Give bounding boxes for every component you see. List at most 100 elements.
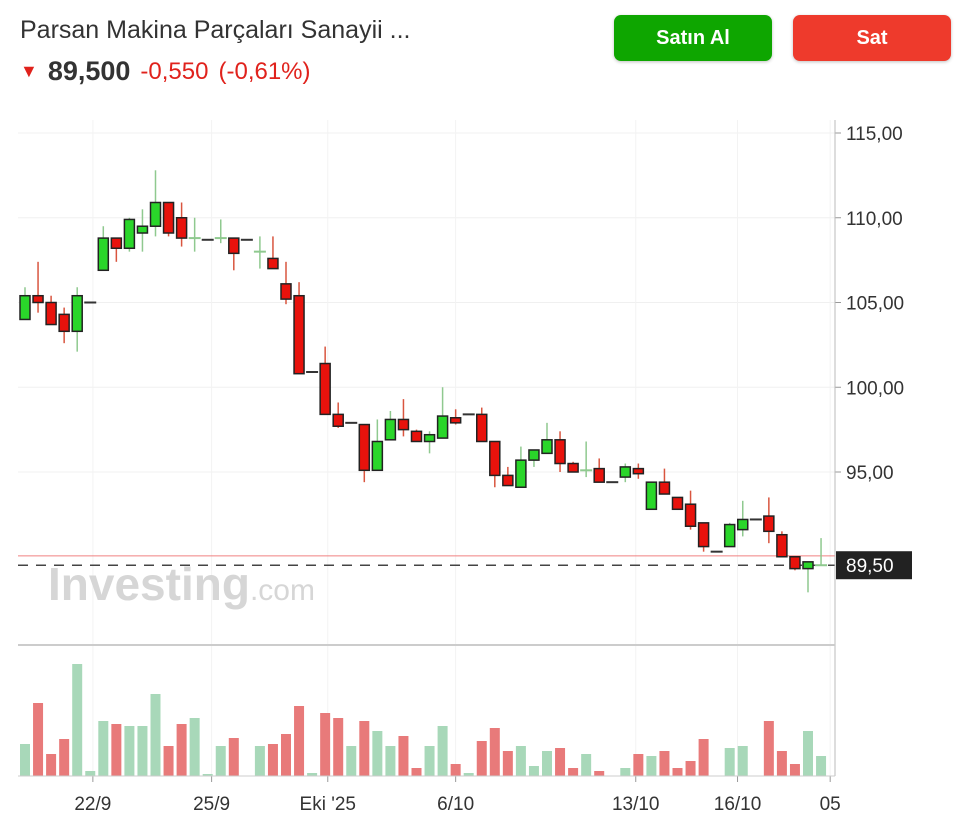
- volume-bar: [163, 746, 174, 776]
- volume-bar: [776, 751, 787, 776]
- volume-bar: [215, 746, 226, 776]
- volume-bar: [685, 761, 696, 776]
- y-tick-label: 100,00: [846, 378, 904, 399]
- volume-bar: [620, 768, 631, 776]
- volume-bar: [476, 741, 487, 776]
- candle-up: [371, 440, 384, 472]
- candle-down: [502, 474, 514, 487]
- volume-bar: [307, 773, 318, 776]
- volume-bar: [411, 768, 422, 776]
- last-price-badge: [836, 551, 912, 580]
- volume-bar: [724, 748, 735, 776]
- candle-down: [267, 257, 279, 270]
- volume-bar: [568, 768, 579, 776]
- volume-bar: [463, 773, 474, 776]
- volume-bar: [816, 756, 827, 776]
- volume-bar: [763, 721, 774, 776]
- quote-row: ▼ 89,500 -0,550 (-0,61%): [20, 56, 311, 87]
- volume-bar: [228, 738, 239, 776]
- volume-bar: [281, 734, 291, 776]
- volume-bar: [672, 768, 683, 776]
- volume-bar: [294, 706, 305, 776]
- volume-bar: [333, 718, 344, 776]
- candle-down: [32, 294, 44, 304]
- volume-bar: [346, 746, 357, 776]
- volume-bar: [124, 726, 135, 776]
- candle-up: [802, 561, 814, 570]
- candle-down: [776, 533, 788, 558]
- price-change-percent: (-0,61%): [218, 57, 311, 85]
- candle-up: [97, 237, 110, 272]
- volume-bar: [450, 764, 461, 776]
- x-tick-label: 05: [820, 794, 841, 815]
- candle-down: [593, 467, 605, 483]
- candle-down: [332, 413, 344, 427]
- buy-button[interactable]: Satın Al: [614, 15, 772, 61]
- volume-bar: [150, 694, 161, 776]
- candle-up: [149, 201, 162, 227]
- volume-bar: [267, 744, 278, 776]
- candle-down: [162, 201, 175, 234]
- candle-up: [423, 433, 436, 443]
- candle-down: [397, 418, 410, 431]
- candle-down: [697, 522, 710, 548]
- volume-bar: [437, 726, 448, 776]
- candle-up: [737, 518, 749, 531]
- candle-down: [110, 237, 123, 250]
- candle-down: [175, 217, 188, 239]
- arrow-down-icon: ▼: [20, 61, 38, 81]
- volume-bar: [372, 731, 383, 776]
- candle-up: [619, 466, 632, 478]
- y-tick-label: 110,00: [846, 209, 903, 230]
- volume-bar: [385, 746, 396, 776]
- volume-bar: [542, 751, 552, 776]
- candle-down: [358, 423, 371, 472]
- x-tick-label: 25/9: [193, 794, 230, 815]
- x-tick-label: 22/9: [74, 794, 111, 815]
- x-tick-label: 6/10: [437, 794, 474, 815]
- candle-up: [136, 225, 149, 234]
- candle-up: [541, 439, 553, 455]
- volume-bar: [59, 739, 70, 776]
- candle-down: [293, 294, 305, 375]
- candle-down: [449, 417, 462, 424]
- price-change: -0,550: [140, 57, 209, 85]
- candle-down: [632, 467, 645, 475]
- volume-bar: [46, 754, 57, 776]
- candle-up: [515, 459, 527, 489]
- last-price-badge-label: 89,50: [846, 556, 894, 577]
- volume-bar: [359, 721, 370, 776]
- candle-down: [763, 515, 775, 533]
- candle-down: [554, 439, 566, 465]
- volume-bar: [659, 751, 670, 776]
- candle-up: [384, 418, 397, 441]
- volume-bar: [254, 746, 265, 776]
- volume-bar: [698, 739, 709, 776]
- volume-bar: [737, 746, 748, 776]
- x-tick-label: 13/10: [612, 794, 660, 815]
- candle-down: [319, 362, 331, 416]
- candle-down: [789, 556, 801, 570]
- volume-bar: [646, 756, 657, 776]
- sell-button[interactable]: Sat: [793, 15, 951, 61]
- volume-bar: [803, 731, 813, 776]
- investing-watermark: Investing.com: [48, 558, 315, 610]
- candle-up: [723, 523, 736, 548]
- volume-bar: [555, 748, 566, 776]
- candle-up: [645, 481, 658, 511]
- candle-down: [489, 440, 501, 477]
- candle-down: [567, 462, 579, 473]
- volume-bar: [424, 746, 435, 776]
- candle-up: [71, 294, 83, 333]
- candle-up: [123, 218, 136, 250]
- candle-down: [280, 283, 292, 300]
- volume-bar: [111, 724, 122, 776]
- candle-up: [19, 294, 31, 321]
- candle-down: [228, 237, 240, 255]
- candle-down: [684, 503, 697, 527]
- candle-down: [45, 301, 57, 326]
- volume-bar: [528, 766, 539, 776]
- volume-bar: [189, 718, 200, 776]
- volume-bar: [594, 771, 605, 776]
